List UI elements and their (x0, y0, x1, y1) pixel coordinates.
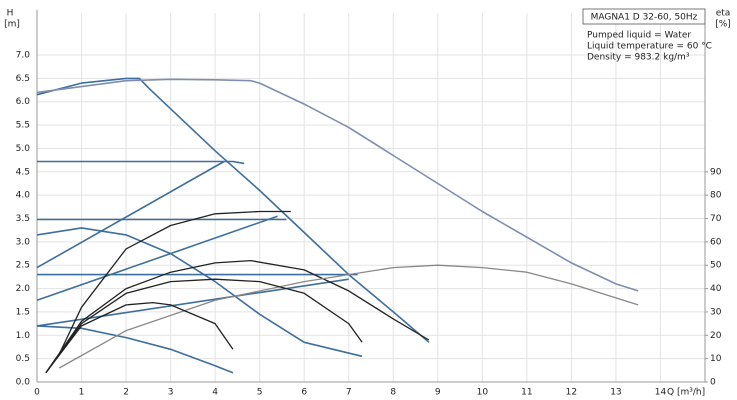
y-tick-label: 4.0 (16, 191, 31, 201)
x-tick-label: 5 (257, 388, 263, 398)
y-tick-label: 0.0 (16, 378, 31, 388)
y-axis-label-line: [m] (4, 20, 20, 30)
x-tick-label: 13 (610, 388, 621, 398)
x-tick-label: 0 (34, 388, 40, 398)
y2-tick-label: 30 (710, 307, 722, 317)
head-curve (36, 325, 234, 374)
y-tick-label: 1.0 (16, 331, 31, 341)
y2-tick-label: 80 (710, 191, 722, 201)
y-axis-label: H [m] (4, 9, 20, 30)
x-tick-label: 11 (521, 388, 532, 398)
head-curve (36, 77, 430, 343)
y-tick-label: 5.5 (16, 121, 30, 131)
y-tick-label: 0.5 (16, 354, 30, 364)
y-tick-label: 6.5 (16, 74, 30, 84)
y-tick-label: 1.5 (16, 307, 30, 317)
x-tick-label: 2 (123, 388, 129, 398)
x-tick-label: 8 (390, 388, 396, 398)
head-curve (37, 160, 245, 165)
x-tick-label: 6 (301, 388, 307, 398)
efficiency-curve (58, 210, 291, 355)
efficiency-curve (45, 278, 363, 374)
y-tick-label: 6.0 (16, 97, 31, 107)
x-tick-label: 9 (435, 388, 441, 398)
y2-tick-label: 60 (710, 237, 722, 247)
y2-axis-label-line: [%] (715, 20, 731, 30)
y2-tick-label: 90 (710, 167, 722, 177)
info-title: MAGNA1 D 32-60, 50Hz (591, 13, 698, 23)
y2-tick-label: 10 (710, 354, 722, 364)
x-tick-label: 4 (212, 388, 218, 398)
head-curve (36, 160, 225, 269)
y2-axis-label: eta [%] (715, 9, 731, 30)
head-curve (36, 78, 639, 292)
y2-tick-label: 20 (710, 331, 722, 341)
y-tick-label: 3.5 (16, 214, 30, 224)
x-tick-label: 3 (168, 388, 174, 398)
head-curve (36, 227, 363, 358)
x-tick-label: 14 (655, 388, 667, 398)
annotation: Density = 983.2 kg/m³ (587, 53, 690, 63)
y-tick-label: 4.5 (16, 167, 30, 177)
y-tick-label: 2.0 (16, 284, 31, 294)
y2-tick-label: 70 (710, 214, 722, 224)
y-tick-label: 2.5 (16, 261, 30, 271)
y2-axis-label-line: eta (716, 9, 731, 19)
y2-tick-label: 40 (710, 284, 722, 294)
y-tick-label: 3.0 (16, 237, 31, 247)
y2-tick-label: 50 (710, 261, 722, 271)
x-tick-label: 1 (79, 388, 85, 398)
y-tick-label: 7.0 (16, 51, 31, 61)
efficiency-curve (58, 264, 639, 369)
head-curve (36, 215, 278, 302)
x-axis-label: Q [m³/h] (667, 388, 705, 398)
x-tick-label: 12 (566, 388, 577, 398)
y-tick-label: 5.0 (16, 144, 31, 154)
y-axis-label-line: H (7, 9, 14, 19)
annotation: Liquid temperature = 60 °C (587, 42, 712, 52)
efficiency-curve (45, 301, 234, 374)
y2-tick-label: 0 (710, 378, 716, 388)
x-tick-label: 10 (477, 388, 489, 398)
efficiency-curve (45, 259, 430, 374)
grid (36, 13, 705, 383)
x-tick-label: 7 (346, 388, 352, 398)
annotation: Pumped liquid = Water (587, 31, 691, 41)
info-title-box (582, 8, 706, 25)
